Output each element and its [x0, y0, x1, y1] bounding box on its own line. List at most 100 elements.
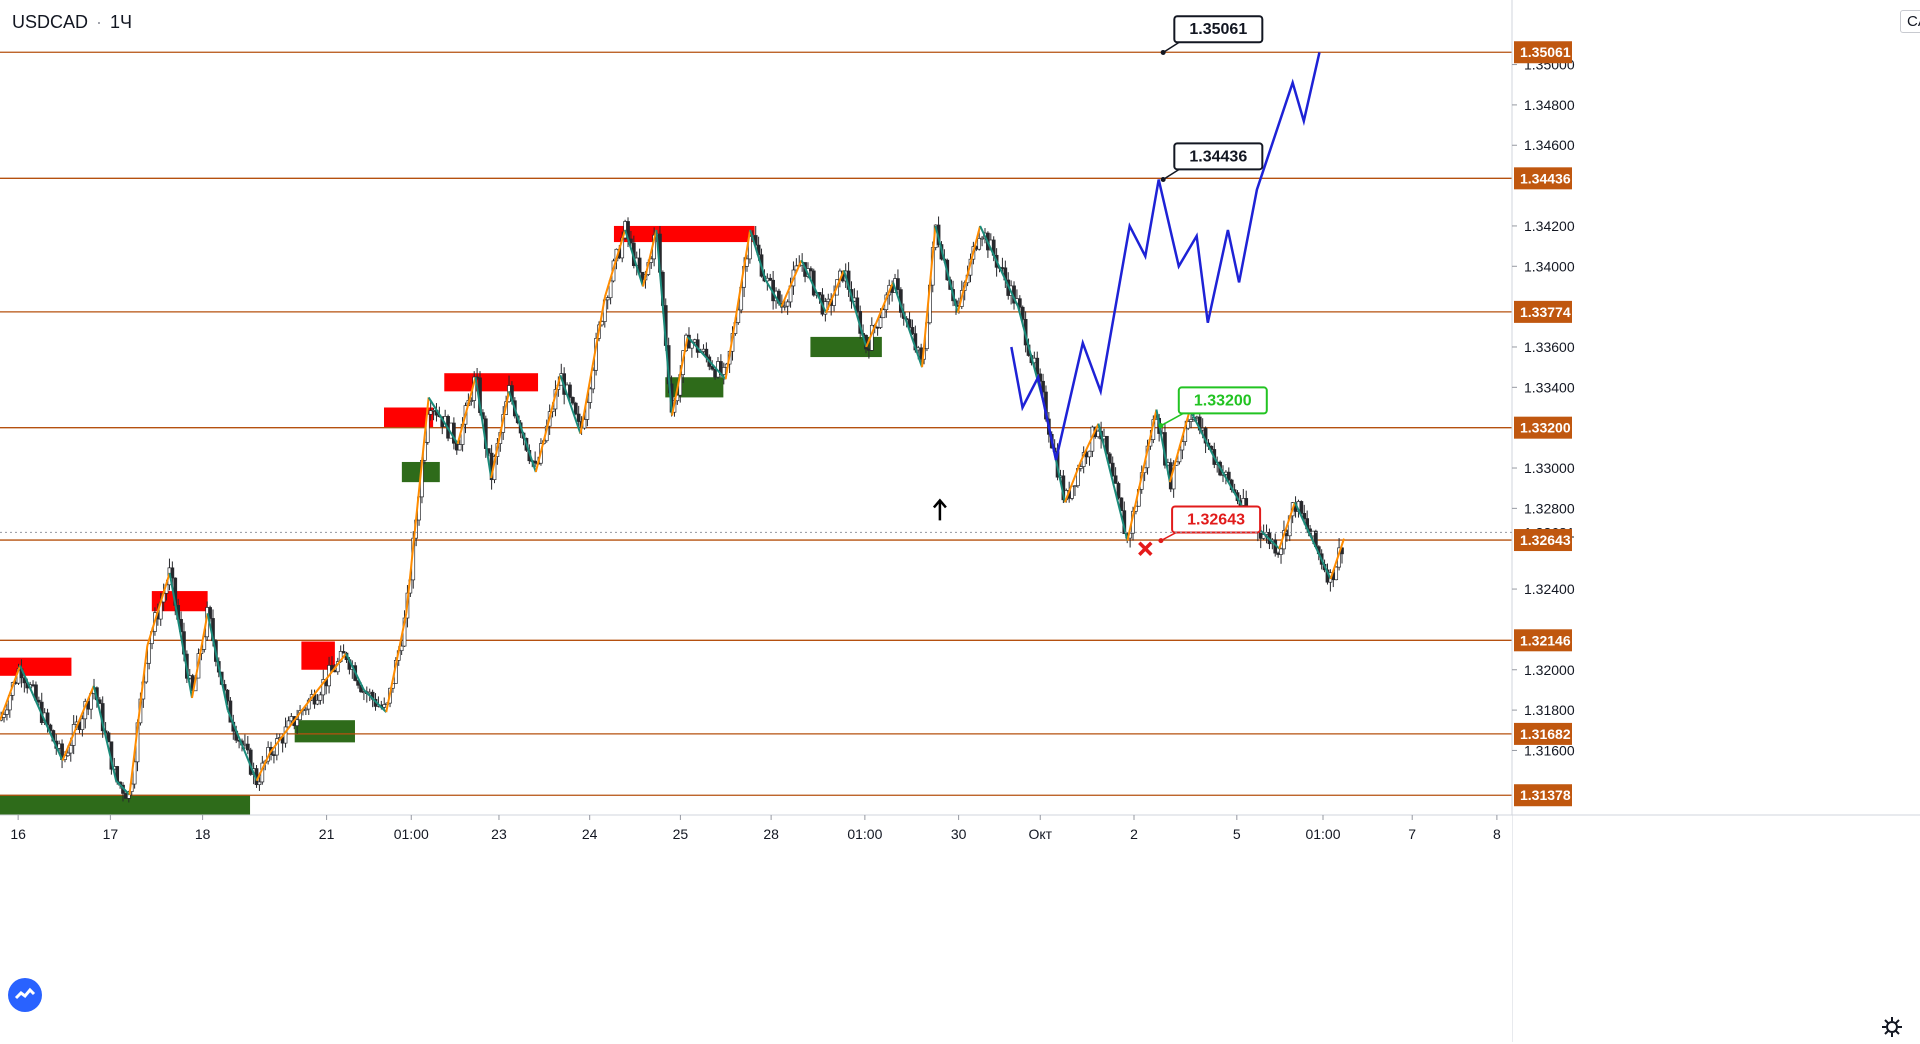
candle-body-72 [208, 607, 212, 619]
zigzag-segment-24 [559, 374, 582, 435]
candle-body-309 [896, 278, 900, 290]
interval-label[interactable]: 1Ч [110, 12, 133, 32]
forecast-layer [1010, 52, 1321, 461]
candle-body-199 [576, 413, 581, 422]
candle-body-148 [428, 410, 433, 415]
candle-body-220 [637, 257, 642, 273]
candle-body-359 [1041, 380, 1045, 393]
y-tick-label-9: 1.34200 [1524, 218, 1575, 234]
forecast-path [1010, 52, 1321, 461]
candle-body-203 [588, 388, 593, 403]
candle-body-109 [315, 699, 320, 705]
candle-body-118 [341, 651, 346, 654]
callout-anchor [1158, 423, 1164, 429]
x-tick-label-15: 7 [1408, 826, 1416, 842]
zigzag-segment-39 [865, 282, 894, 348]
candle-body-370 [1073, 485, 1077, 488]
zigzag-segment-41 [921, 225, 937, 368]
candle-body-239 [692, 339, 697, 343]
zigzag-segment-10 [226, 709, 258, 782]
markers-layer [932, 498, 1153, 556]
x-tick-label-13: 5 [1233, 826, 1241, 842]
candle-body-271 [785, 301, 790, 307]
symbol-header[interactable]: USDCAD · 1Ч [12, 12, 132, 33]
candle-body-85 [245, 743, 250, 751]
x-tick-label-7: 25 [673, 826, 689, 842]
zigzag-segment-44 [979, 225, 1019, 308]
y-tick-label-4: 1.32800 [1524, 500, 1575, 516]
zigzag-segment-1 [19, 665, 64, 761]
y-tick-label-10: 1.34600 [1524, 137, 1575, 153]
level-axis-label-2: 1.33774 [1520, 304, 1571, 320]
x-axis[interactable]: 16 17 18 21 01:00 23 24 25 28 01:00 30 Окт 2 5 01:00 7 8 [0, 814, 1920, 1042]
callout-box [1173, 15, 1264, 44]
candle-body-37 [106, 732, 111, 743]
level-axis-label-3: 1.33200 [1520, 420, 1571, 436]
candle-body-102 [295, 719, 300, 727]
support-zone-0 [0, 794, 251, 815]
candle-body-357 [1035, 357, 1040, 375]
candle-body-43 [124, 793, 128, 799]
currency-badge[interactable]: CAD [1900, 10, 1920, 33]
support-zone-1 [294, 720, 355, 743]
symbol-name[interactable]: USDCAD [12, 12, 89, 32]
y-tick-label-3: 1.32400 [1524, 581, 1575, 597]
zigzag-segment-58 [1329, 538, 1345, 580]
price-callout-0: 1.35061 [1160, 15, 1264, 55]
candle-body-314 [910, 327, 915, 334]
candle-body-434 [1258, 531, 1263, 539]
y-tick-label-7: 1.33600 [1524, 339, 1575, 355]
candle-body-202 [585, 402, 590, 420]
x-tick-label-16: 8 [1493, 826, 1501, 842]
candle-body-449 [1302, 512, 1307, 519]
candle-body-156 [452, 422, 456, 444]
zigzag-segment-28 [642, 229, 658, 287]
zigzag-segment-36 [800, 259, 827, 314]
candle-body-279 [809, 268, 813, 272]
zigzag-segment-27 [624, 229, 644, 287]
candle-body-249 [721, 367, 726, 375]
candle-body-94 [272, 754, 276, 756]
zigzag-segment-11 [255, 752, 272, 782]
candle-body-11 [31, 684, 35, 687]
zigzag-segment-5 [128, 645, 149, 795]
zigzag-segment-17 [405, 397, 430, 614]
candle-body-440 [1276, 552, 1280, 555]
callouts-layer: 1.35061 1.34436 1.33200 1.32643 [1158, 15, 1268, 544]
level-axis-label-0: 1.35061 [1520, 44, 1571, 60]
up-arrow-shape [932, 498, 947, 521]
x-tick-label-6: 24 [582, 826, 598, 842]
candle-body-13 [36, 699, 41, 703]
candle-body-375 [1087, 450, 1092, 458]
x-axis-background [0, 815, 1512, 1042]
zigzag-segment-31 [686, 336, 727, 380]
x-tick-label-5: 23 [491, 826, 507, 842]
candle-body-441 [1279, 548, 1283, 555]
candle-body-242 [701, 348, 706, 352]
gear-icon[interactable] [1880, 1015, 1904, 1039]
candle-body-448 [1299, 501, 1304, 514]
callout-label: 1.32643 [1187, 511, 1245, 528]
zigzag-segment-12 [269, 707, 305, 754]
candles-layer [0, 216, 1344, 803]
zigzag-segment-21 [490, 391, 511, 479]
candle-body-316 [916, 347, 921, 351]
candle-body-51 [147, 643, 151, 664]
candle-body-149 [431, 409, 436, 412]
zigzag-segment-51 [1155, 409, 1171, 483]
candle-body-28 [80, 718, 85, 730]
zigzag-segment-43 [956, 225, 982, 313]
candle-body-196 [568, 384, 572, 398]
x-tick-label-2: 18 [195, 826, 211, 842]
candle-body-299 [867, 348, 871, 351]
candle-body-246 [713, 368, 717, 378]
candle-body-100 [289, 716, 294, 722]
candle-body-270 [782, 305, 787, 308]
level-axis-bg-0 [1514, 41, 1572, 64]
tradingview-logo-icon[interactable] [8, 978, 42, 1012]
zigzag-segment-30 [671, 336, 689, 416]
zigzag-segment-0 [0, 665, 22, 721]
callout-anchor [1160, 49, 1166, 55]
